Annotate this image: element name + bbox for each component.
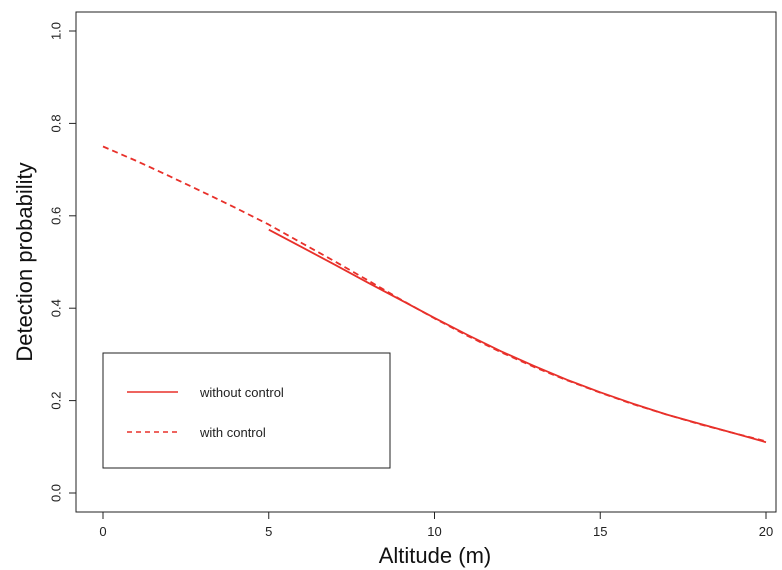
x-tick-label: 10 xyxy=(427,524,441,539)
series-line-with-control xyxy=(102,145,767,443)
y-tick-label: 0.0 xyxy=(49,484,64,502)
y-axis-title: Detection probability xyxy=(12,162,37,361)
y-axis: 0.0 0.2 0.4 0.6 0.8 1.0 xyxy=(49,22,77,502)
x-tick-label: 5 xyxy=(265,524,272,539)
legend: without control with control xyxy=(102,352,391,469)
legend-label-without-control: without control xyxy=(199,385,284,400)
y-tick-label: 1.0 xyxy=(49,22,64,40)
x-tick-label: 0 xyxy=(99,524,106,539)
y-tick-label: 0.8 xyxy=(49,114,64,132)
x-axis: 0 5 10 15 20 xyxy=(99,511,773,539)
legend-box xyxy=(102,352,391,469)
y-tick-label: 0.2 xyxy=(49,392,64,410)
legend-label-with-control: with control xyxy=(199,425,266,440)
y-tick-label: 0.6 xyxy=(49,207,64,225)
x-axis-title: Altitude (m) xyxy=(379,543,491,568)
x-tick-label: 20 xyxy=(759,524,773,539)
x-tick-label: 15 xyxy=(593,524,607,539)
series-layer xyxy=(102,145,767,444)
y-tick-label: 0.4 xyxy=(49,299,64,317)
